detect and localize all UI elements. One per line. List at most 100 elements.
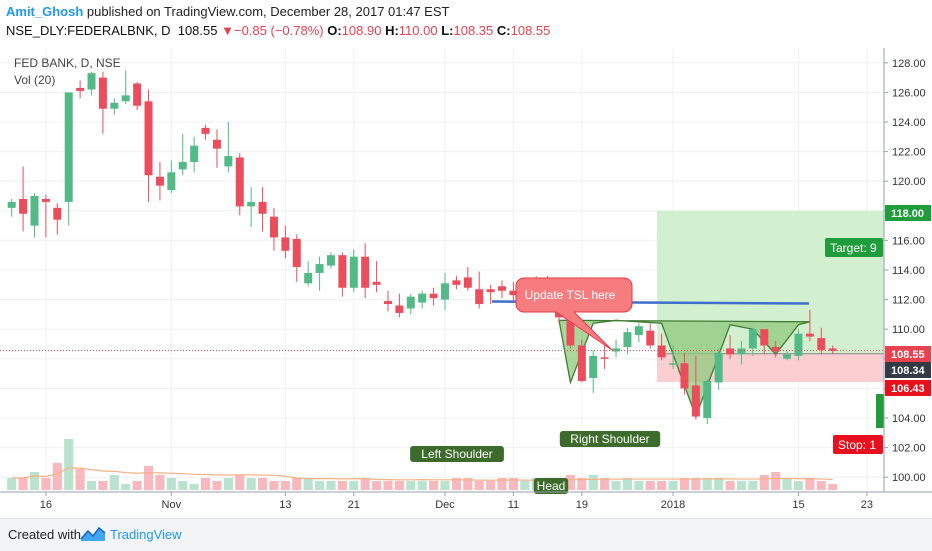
volume-bar (565, 475, 575, 490)
volume-bar (440, 481, 450, 490)
candle-body (726, 348, 735, 355)
candle-body (224, 156, 233, 167)
pattern-label-0: Left Shoulder (421, 447, 492, 461)
change-down-icon: ▼ (221, 23, 234, 38)
price-tick-label: 124.00 (892, 117, 926, 129)
candle-body (144, 101, 153, 176)
price-tag-box (885, 362, 931, 378)
volume-bar (246, 478, 256, 490)
volume-bar (622, 478, 633, 490)
price-tick-label: 110.00 (892, 324, 925, 336)
candle-body (269, 216, 278, 238)
volume-bar (668, 481, 678, 490)
volume-bar (200, 478, 211, 490)
price-tick-label: 122.00 (892, 147, 926, 159)
candle-body (110, 102, 119, 109)
price-tick-label: 114.00 (892, 265, 925, 277)
volume-bar (18, 478, 28, 490)
volume-bar (29, 472, 40, 490)
candle-body (680, 363, 689, 389)
target-tag-text: Target: 9 (830, 241, 877, 255)
volume-bar (98, 481, 108, 490)
candle-body (76, 87, 85, 91)
volume-bar (771, 472, 781, 490)
price-tick-label: 102.00 (892, 443, 926, 455)
candle-body (41, 198, 50, 202)
price-tag-label: 118.00 (891, 208, 924, 220)
volume-bar (166, 478, 176, 490)
volume-bar (132, 481, 142, 490)
volume-bar (41, 478, 51, 490)
high-label: H: (385, 23, 399, 38)
published-text: published on TradingView.com, December 2… (86, 4, 450, 19)
pattern-label-box (410, 446, 504, 462)
candle-body (509, 290, 518, 296)
candle-body (281, 237, 290, 251)
candle-body (190, 145, 199, 162)
volume-bar (508, 478, 518, 490)
candle-body (612, 348, 621, 352)
candle-body (383, 301, 392, 305)
price-chart[interactable]: Update TSL here Left Shoulder Head Right Sh… (0, 48, 932, 518)
volume-bar (109, 475, 119, 490)
price-tick-label: 104.00 (892, 413, 926, 425)
open-label: O: (327, 23, 342, 38)
price-tag-label: 108.55 (891, 349, 925, 361)
high-value: 110.00 (398, 23, 438, 38)
candle-body (748, 329, 757, 349)
candle-body (395, 305, 404, 313)
tradingview-brand-link[interactable]: TradingView (110, 527, 182, 542)
candle-body (87, 73, 96, 90)
price-tick-label: 100.00 (892, 472, 926, 484)
volume-bar (634, 481, 644, 490)
candle-body (7, 201, 16, 208)
candle-body (828, 348, 837, 351)
price-tick-label: 126.00 (892, 87, 926, 99)
callout-text: Update TSL here (525, 288, 616, 302)
volume-bar (178, 481, 188, 490)
time-tick-label: 2018 (661, 499, 685, 511)
volume-bar (520, 481, 530, 490)
candle-body (178, 161, 187, 170)
volume-bar (292, 478, 302, 490)
volume-bar (406, 481, 416, 490)
entry-marker (876, 394, 884, 428)
volume-bar (257, 478, 268, 490)
price-tick-label: 128.00 (892, 58, 926, 70)
chart-area[interactable]: Update TSL here Left Shoulder Head Right Sh… (0, 48, 932, 518)
candle-body (452, 280, 461, 285)
tradingview-logo-icon[interactable] (80, 525, 106, 548)
candle-body (714, 352, 723, 383)
candle-body (338, 255, 347, 288)
chart-title: FED BANK, D, NSE (14, 56, 121, 70)
close-value: 108.55 (510, 23, 551, 38)
author-link[interactable]: Amit_Ghosh (6, 4, 84, 19)
volume-bar (86, 481, 97, 490)
volume-bar (611, 481, 621, 490)
candle-body (372, 281, 381, 285)
symbol-name: NSE_DLY:FEDERALBNK, D (6, 23, 171, 38)
candle-body (292, 238, 301, 268)
candle-body (463, 277, 472, 288)
volume-bar (759, 475, 769, 490)
volume-bar (714, 478, 724, 490)
time-tick-label: 23 (861, 499, 873, 511)
price-change: −0.85 (−0.78%) (233, 23, 324, 38)
volume-bar (121, 484, 131, 490)
volume-bar (212, 481, 222, 490)
time-tick-label: 16 (40, 499, 52, 511)
pattern-label-1: Head (537, 479, 566, 493)
volume-bar (417, 481, 427, 490)
publish-info: Amit_Ghosh published on TradingView.com,… (6, 4, 449, 19)
volume-bar (315, 481, 325, 490)
volume-bar (75, 469, 85, 490)
volume-bar (486, 481, 496, 490)
candle-body (258, 201, 267, 214)
candle-body (646, 330, 655, 346)
volume-bar (326, 481, 336, 490)
candle-body (155, 176, 164, 186)
candle-body (441, 283, 449, 300)
volume-bar (793, 481, 804, 490)
volume-bar (828, 484, 838, 490)
volume-bar (657, 481, 667, 490)
